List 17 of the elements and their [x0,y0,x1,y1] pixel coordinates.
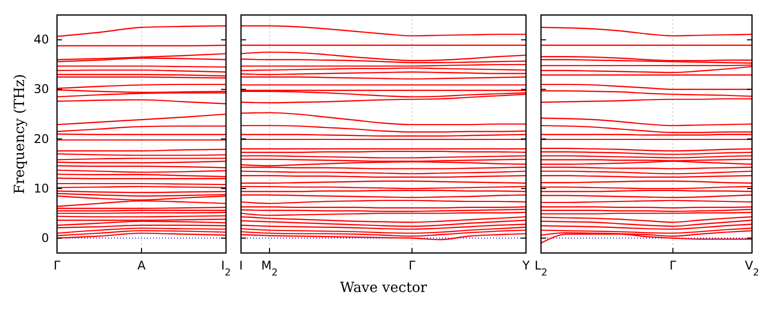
y-tick-label: 40 [34,32,49,47]
x-tick-label: I$_{2}$ [221,258,231,278]
y-tick-label: 30 [34,82,49,96]
x-tick-label: M$_{2}$ [261,258,278,278]
x-tick-label: L$_{2}$ [534,258,548,278]
x-tick-label: A [137,258,146,273]
x-tick-label: I [239,258,243,273]
y-tick-label: 10 [34,181,49,196]
x-tick-label: Γ [670,258,677,273]
y-tick-label: 20 [34,132,49,146]
y-axis-title: Frequency (THz) [12,74,28,194]
x-tick-label: V$_{2}$ [744,258,760,278]
x-tick-label: Y [521,258,530,273]
x-tick-label: Γ [408,258,416,273]
x-axis-title: Wave vector [340,280,428,296]
x-tick-label: Γ [54,258,61,273]
y-tick-label: 0 [41,230,49,245]
